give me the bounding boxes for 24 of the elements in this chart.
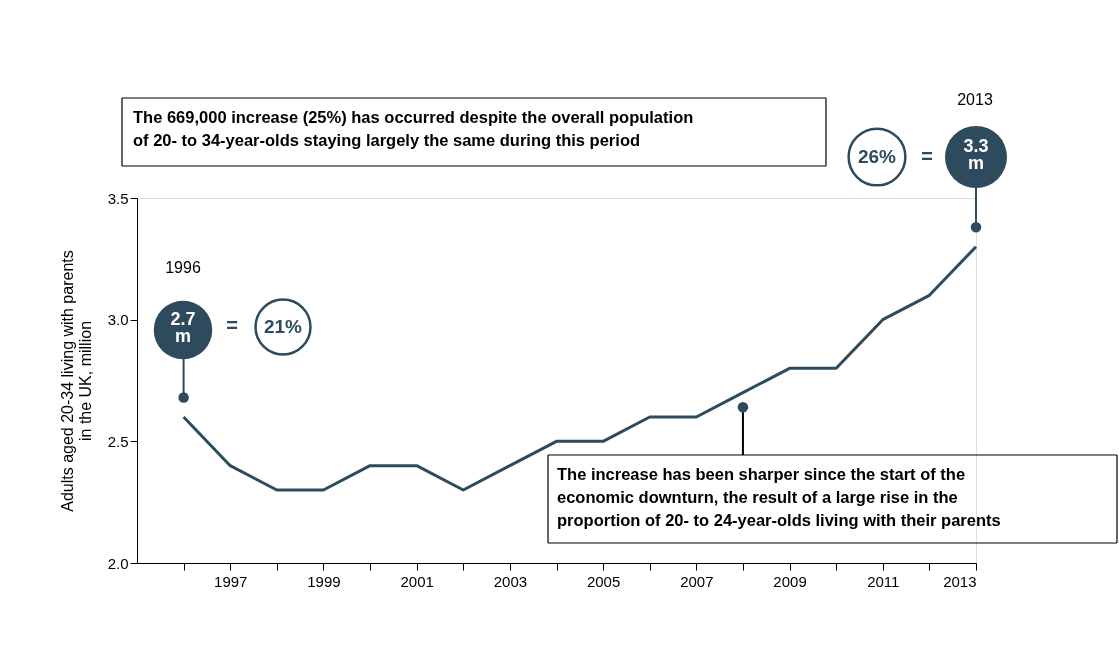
text: =	[921, 145, 933, 167]
annotation: 3.3 m	[963, 136, 989, 173]
text: The 669,000 increase (25%) has occurred despite the overall population of 20- to 34-year-olds staying largely the same during this period	[133, 108, 694, 149]
x-tick-label: 2003	[493, 572, 528, 590]
annotation: =	[226, 314, 238, 336]
x-tick-label: 2001	[400, 572, 434, 590]
y-axis-title: Adults aged 20-34 living with parents in the UK, million	[58, 250, 94, 512]
annotation: 1996	[165, 259, 201, 276]
x-tick-label: 1999	[307, 572, 341, 590]
x-tick-label: 2009	[773, 572, 807, 590]
x-tick-label: 2013	[943, 572, 977, 590]
annotation: 21%	[263, 316, 303, 337]
x-tick-label: 2011	[867, 572, 900, 590]
y-tick-label: 2.5	[107, 432, 129, 450]
annotation: The increase has been sharper since the start of the economic downturn, the result of a large rise in the proportion of 20- to 24-year-olds living with their parents	[557, 465, 1001, 529]
y-tick-label: 2.0	[107, 554, 129, 572]
y-tick-label: 3.0	[107, 311, 129, 329]
annotation: 2.7 m	[170, 309, 196, 346]
text: 2013	[957, 91, 993, 108]
y-tick-label: 3.5	[107, 189, 129, 207]
x-tick-label: 2007	[680, 572, 714, 590]
text: 26%	[857, 146, 897, 167]
x-tick-label: 1997	[214, 572, 248, 590]
x-tick-label: 2005	[586, 572, 621, 590]
